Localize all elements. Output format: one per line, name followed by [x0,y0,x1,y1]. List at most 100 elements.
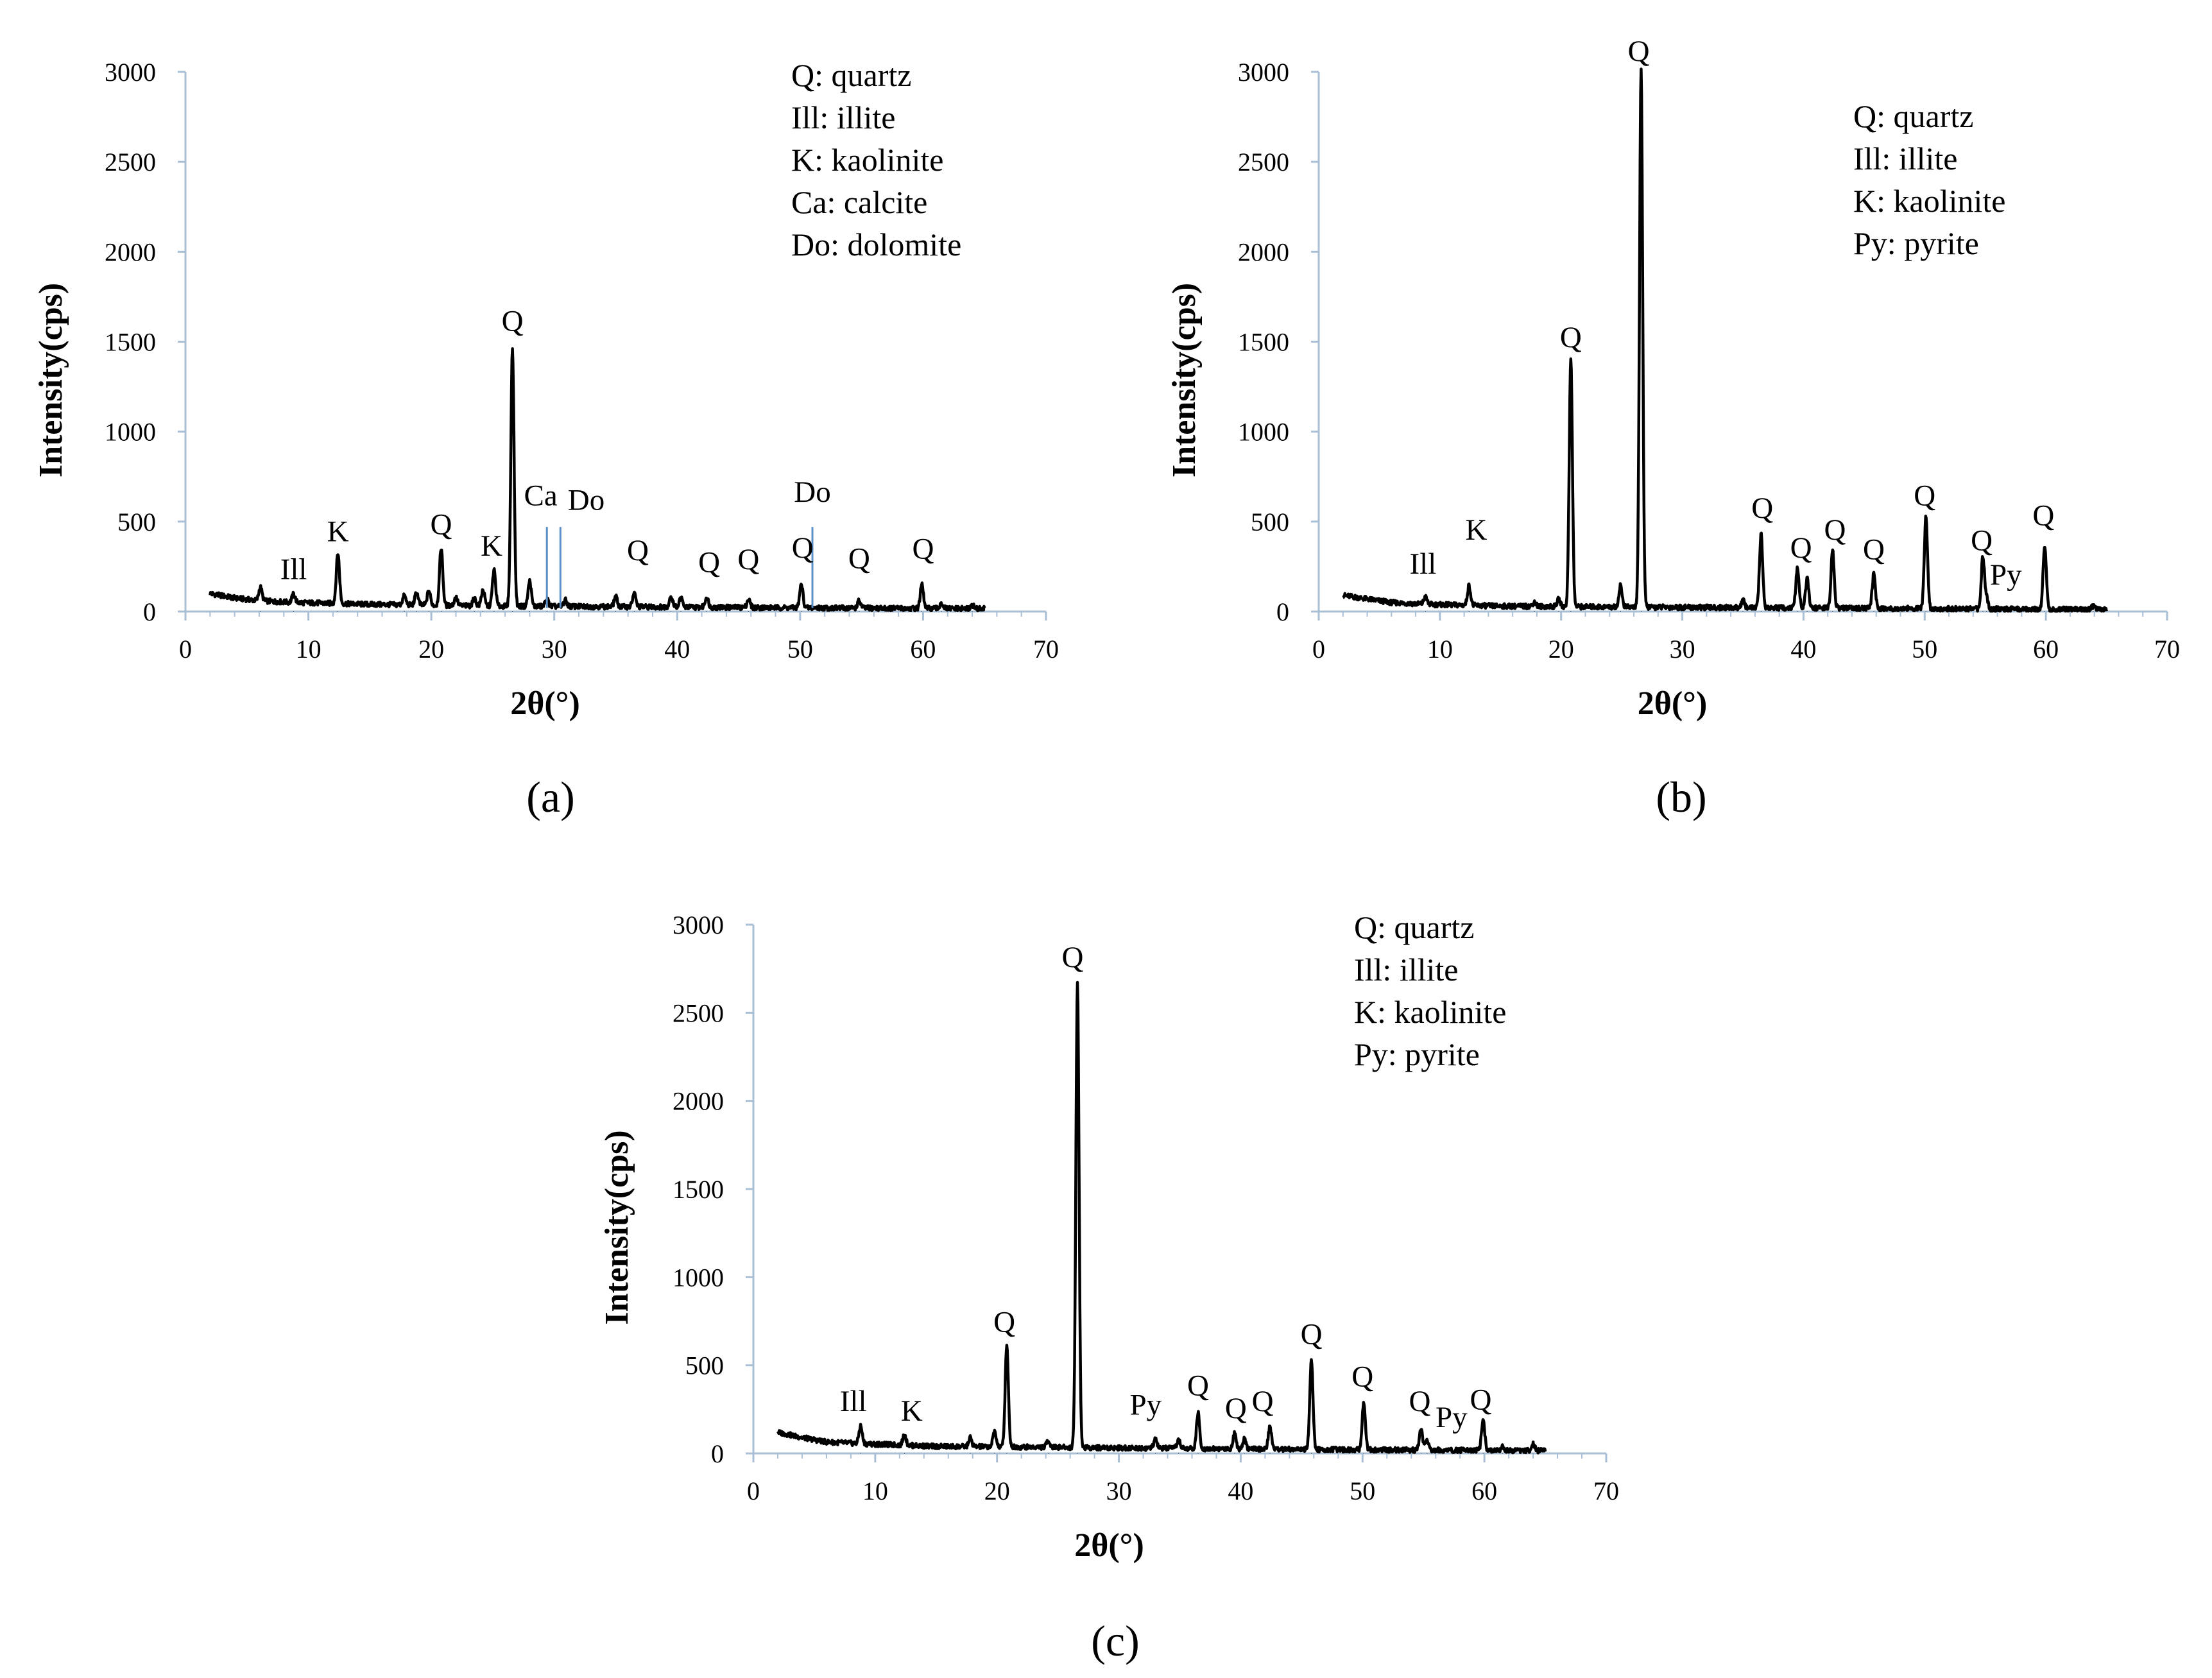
x-tick-label: 70 [1593,1477,1619,1505]
peak-label: Q [1061,941,1083,974]
y-axis-title: Intensity(cps) [1166,283,1203,477]
legend-entry: K: kaolinite [1354,994,1506,1030]
x-tick-label: 50 [1350,1477,1375,1505]
peak-label: Q [737,543,759,576]
x-axis-title: 2θ(°) [1638,685,1708,722]
peak-label: Q [1790,531,1812,565]
legend-entry: Ill: illite [1354,952,1458,988]
peak-label: K [1466,513,1488,547]
legend-entry: Do: dolomite [791,227,961,262]
legend-entry: Py: pyrite [1354,1036,1480,1072]
y-tick-label: 500 [117,508,156,536]
y-axis-title: Intensity(cps) [33,283,69,477]
x-axis-title: 2θ(°) [1074,1527,1144,1564]
x-tick-label: 70 [1033,635,1059,663]
panel-b: 0 500 1000 1500 2000 2500 3000 0 10 20 30 40 50 60 70 2… [1166,35,2180,821]
y-tick-label: 2500 [105,148,156,176]
peak-label: Q [1470,1383,1491,1416]
x-tick-label: 10 [296,635,322,663]
y-tick-label: 3000 [673,911,724,939]
peak-label: Q [912,532,934,565]
panel-c: 0 500 1000 1500 2000 2500 3000 0 10 20 30 40 50 60 70 2… [599,909,1619,1665]
peak-label: Q [1409,1385,1431,1418]
peak-label: Q [1560,321,1582,354]
legend-entry: K: kaolinite [1853,183,2005,219]
xrd-trace [776,980,1547,1455]
peak-label: Ill [840,1385,867,1418]
peak-label: Q [1914,479,1935,513]
x-tick-label: 30 [1670,635,1695,663]
x-tick-label: 40 [664,635,690,663]
y-tick-label: 1000 [673,1263,724,1292]
peak-label: Q [1301,1318,1323,1351]
peak-label: Q [1751,492,1773,525]
peak-label: Q [1971,524,1993,558]
x-tick-label: 70 [2154,635,2180,663]
panel-caption: (b) [1656,773,1706,821]
xrd-trace [1342,67,2108,613]
y-tick-label: 3000 [105,58,156,87]
panel-caption: (c) [1091,1616,1139,1665]
peak-label: K [327,515,349,549]
y-tick-label: 500 [1251,508,1289,536]
peak-label: Q [792,531,814,565]
legend-entry: Ill: illite [1853,141,1957,176]
x-tick-label: 40 [1790,635,1816,663]
peak-label: Do [794,475,830,509]
peak-label: K [481,529,502,563]
peak-label: K [901,1394,923,1428]
peak-label: Do [568,484,604,517]
x-tick-label: 30 [1106,1477,1132,1505]
peak-label: Q [698,545,720,579]
y-tick-label: 2000 [105,237,156,266]
peak-label: Py [1130,1389,1162,1422]
x-tick-label: 10 [1427,635,1453,663]
peak-label: Q [627,534,649,567]
y-tick-label: 1500 [105,328,156,357]
x-tick-label: 0 [179,635,192,663]
y-tick-label: 0 [143,597,156,626]
x-tick-label: 20 [1548,635,1574,663]
x-tick-label: 0 [747,1477,760,1505]
peak-label: Q [848,542,870,576]
peak-label: Ill [1410,547,1437,581]
y-tick-label: 1000 [105,418,156,447]
x-tick-label: 20 [984,1477,1010,1505]
peak-label: Q [993,1305,1015,1339]
y-tick-label: 2500 [673,998,724,1027]
x-tick-label: 20 [418,635,444,663]
peak-label: Q [1187,1369,1209,1402]
peak-label: Q [1225,1392,1247,1425]
y-tick-label: 1000 [1238,418,1289,447]
panel-caption: (a) [526,773,574,821]
x-axis-title: 2θ(°) [510,685,580,722]
panel-a: 0 500 1000 1500 2000 2500 3000 0 10 20 30 40 50 60 70 2… [33,57,1059,821]
peak-label: Q [502,305,524,338]
peak-label: Q [2032,499,2054,532]
legend-entry: Q: quartz [791,57,911,93]
peak-label: Q [1351,1360,1373,1394]
peak-label: Q [1628,35,1650,68]
x-tick-label: 0 [1312,635,1325,663]
legend-entry: K: kaolinite [791,142,943,178]
x-tick-label: 60 [910,635,936,663]
y-tick-label: 2500 [1238,148,1289,176]
x-tick-label: 40 [1228,1477,1253,1505]
peak-label: Q [1252,1385,1274,1418]
y-tick-label: 2000 [673,1087,724,1116]
peak-label: Ca [524,479,558,513]
x-tick-label: 60 [1471,1477,1497,1505]
legend-entry: Py: pyrite [1853,225,1979,261]
peak-label: Q [430,508,452,541]
x-tick-label: 50 [787,635,813,663]
peak-label: Q [1824,513,1846,547]
xrd-trace [209,347,986,613]
x-tick-label: 50 [1912,635,1937,663]
y-tick-label: 0 [711,1439,724,1468]
legend-entry: Ca: calcite [791,184,927,220]
y-tick-label: 1500 [673,1175,724,1204]
x-tick-label: 10 [862,1477,888,1505]
x-tick-label: 30 [542,635,567,663]
y-axis-title: Intensity(cps) [599,1130,635,1324]
